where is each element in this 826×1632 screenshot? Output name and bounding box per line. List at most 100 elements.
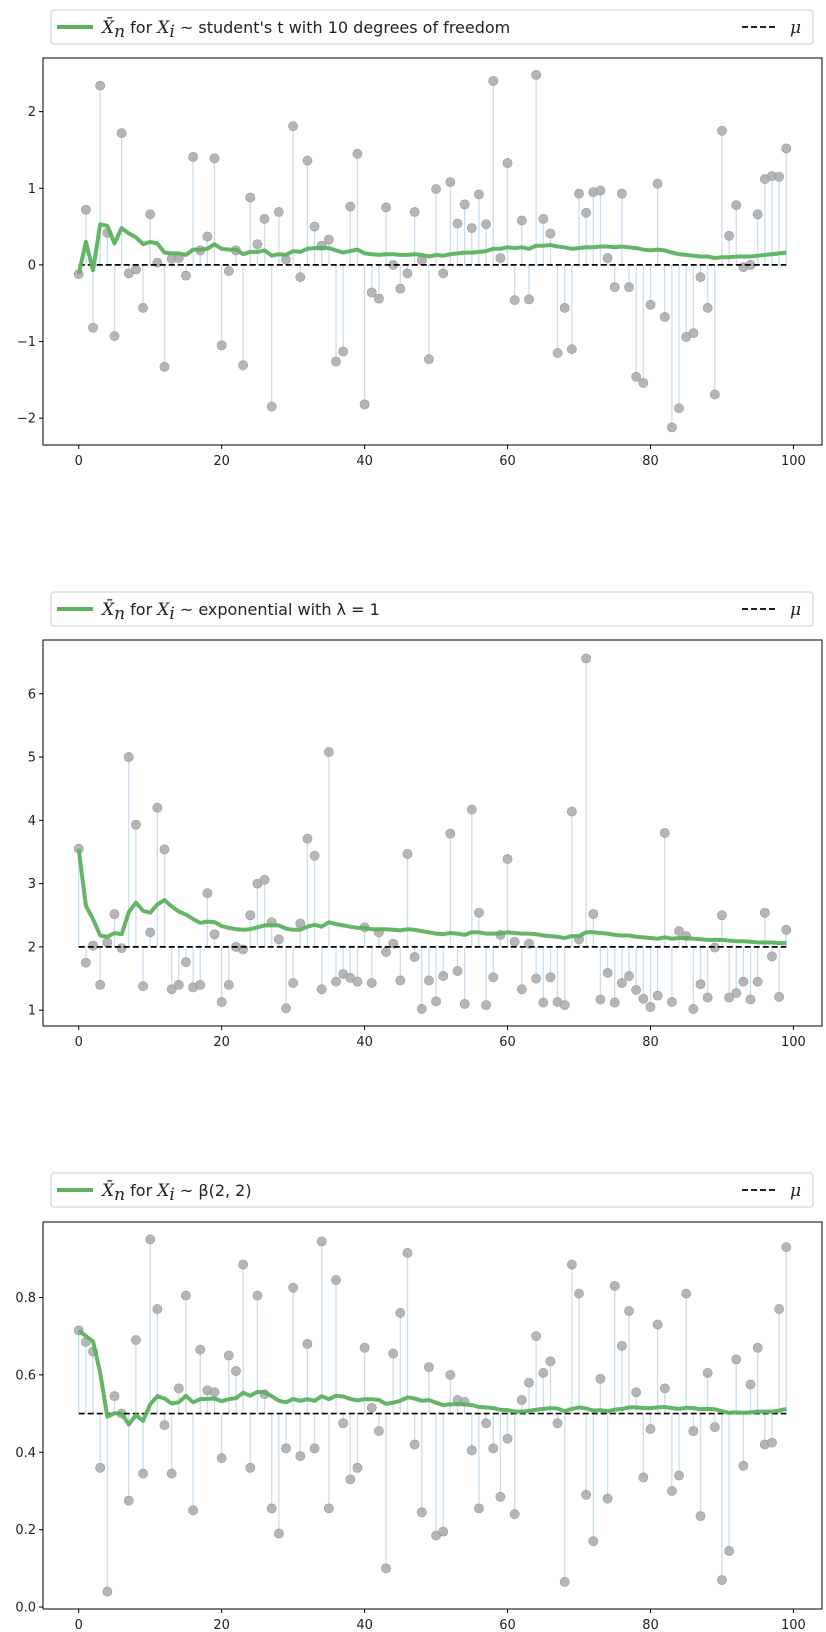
sample-point xyxy=(416,1004,427,1014)
sample-point xyxy=(545,1356,556,1367)
sample-point xyxy=(195,1344,206,1355)
sample-point xyxy=(702,302,713,313)
sample-point xyxy=(745,994,756,1005)
sample-point xyxy=(709,1422,720,1433)
sample-point xyxy=(109,331,120,342)
sample-point xyxy=(709,389,720,400)
sample-point xyxy=(738,1460,749,1471)
sample-point xyxy=(223,266,234,276)
x-tick-label: 80 xyxy=(642,454,659,469)
sample-point xyxy=(438,268,449,279)
sample-point xyxy=(466,1445,477,1456)
sample-point xyxy=(581,653,592,664)
sample-point xyxy=(552,348,563,358)
sample-point xyxy=(466,804,477,815)
sample-point xyxy=(388,1348,399,1359)
sample-point xyxy=(166,984,177,995)
legend-mu-label: μ xyxy=(790,600,801,620)
sample-point xyxy=(738,976,749,987)
legend-series-label: X̄n for Xi ~ student's t with 10 degrees… xyxy=(100,16,510,42)
sample-point xyxy=(595,994,606,1005)
sample-point xyxy=(245,910,256,921)
sample-point xyxy=(288,121,299,132)
y-tick-label: −1 xyxy=(17,335,36,350)
sample-point xyxy=(366,1402,377,1413)
sample-point xyxy=(566,1259,577,1270)
sample-point xyxy=(531,69,542,80)
sample-point xyxy=(323,234,334,245)
sample-point xyxy=(602,967,613,978)
sample-point xyxy=(331,356,341,367)
sample-point xyxy=(702,992,713,1003)
sample-point xyxy=(424,354,434,365)
sample-point xyxy=(181,1290,191,1301)
sample-point xyxy=(431,996,441,1007)
sample-point xyxy=(624,282,634,293)
sample-point xyxy=(702,1368,713,1378)
sample-point xyxy=(195,979,206,990)
sample-point xyxy=(538,214,549,224)
sample-point xyxy=(581,1489,592,1500)
sample-point xyxy=(373,293,384,304)
sample-point xyxy=(424,975,434,986)
x-tick-label: 20 xyxy=(213,1035,230,1050)
sample-point xyxy=(131,819,141,830)
sample-point xyxy=(181,957,191,967)
sample-point xyxy=(266,1503,277,1514)
sample-point xyxy=(438,971,449,981)
sample-point xyxy=(731,988,742,998)
sample-point xyxy=(231,1366,241,1376)
sample-point xyxy=(331,1275,341,1285)
sample-point xyxy=(609,1280,620,1291)
sample-point xyxy=(481,1418,492,1429)
sample-point xyxy=(488,972,499,983)
sample-point xyxy=(80,204,91,215)
sample-point xyxy=(302,1339,313,1349)
sample-point xyxy=(402,1248,413,1258)
sample-point xyxy=(559,1577,570,1587)
sample-point xyxy=(409,1439,420,1450)
sample-point xyxy=(781,143,792,154)
sample-point xyxy=(545,228,556,239)
sample-point xyxy=(166,1468,177,1479)
sample-point xyxy=(459,199,470,210)
x-tick-label: 40 xyxy=(356,1618,373,1632)
sample-point xyxy=(452,966,463,976)
running-mean-line xyxy=(77,1328,787,1427)
y-tick-label: 5 xyxy=(28,751,36,766)
sample-point xyxy=(323,1503,334,1514)
legend: X̄n for Xi ~ exponential with λ = 1 μ xyxy=(50,591,814,627)
plot-frame xyxy=(42,639,823,1027)
sample-point xyxy=(102,937,113,948)
sample-point xyxy=(409,207,420,217)
legend-box xyxy=(50,591,814,627)
sample-point xyxy=(88,940,98,951)
sample-point xyxy=(252,1290,263,1301)
sample-point xyxy=(202,231,213,242)
sample-point xyxy=(752,976,763,987)
sample-point xyxy=(338,1418,349,1429)
sample-point xyxy=(352,148,363,159)
sample-point xyxy=(388,938,399,949)
sample-point xyxy=(309,850,320,861)
sample-point xyxy=(474,1503,484,1514)
x-tick-label: 60 xyxy=(499,1618,516,1632)
sample-point xyxy=(624,1306,634,1316)
sample-point xyxy=(345,201,356,212)
sample-point xyxy=(638,378,649,388)
sample-point xyxy=(366,978,377,988)
sample-point xyxy=(459,998,470,1009)
sample-point xyxy=(609,282,620,293)
sample-point xyxy=(288,1282,299,1293)
sample-point xyxy=(531,1331,542,1342)
sample-point xyxy=(181,270,191,281)
sample-point xyxy=(616,978,627,988)
sample-point xyxy=(516,215,527,226)
sample-point xyxy=(138,302,148,313)
sample-point xyxy=(273,934,284,945)
sample-point xyxy=(559,302,570,313)
sample-point xyxy=(545,972,556,983)
sample-point xyxy=(123,752,134,762)
sample-point xyxy=(631,1387,642,1398)
y-tick-label: 0 xyxy=(28,258,36,273)
